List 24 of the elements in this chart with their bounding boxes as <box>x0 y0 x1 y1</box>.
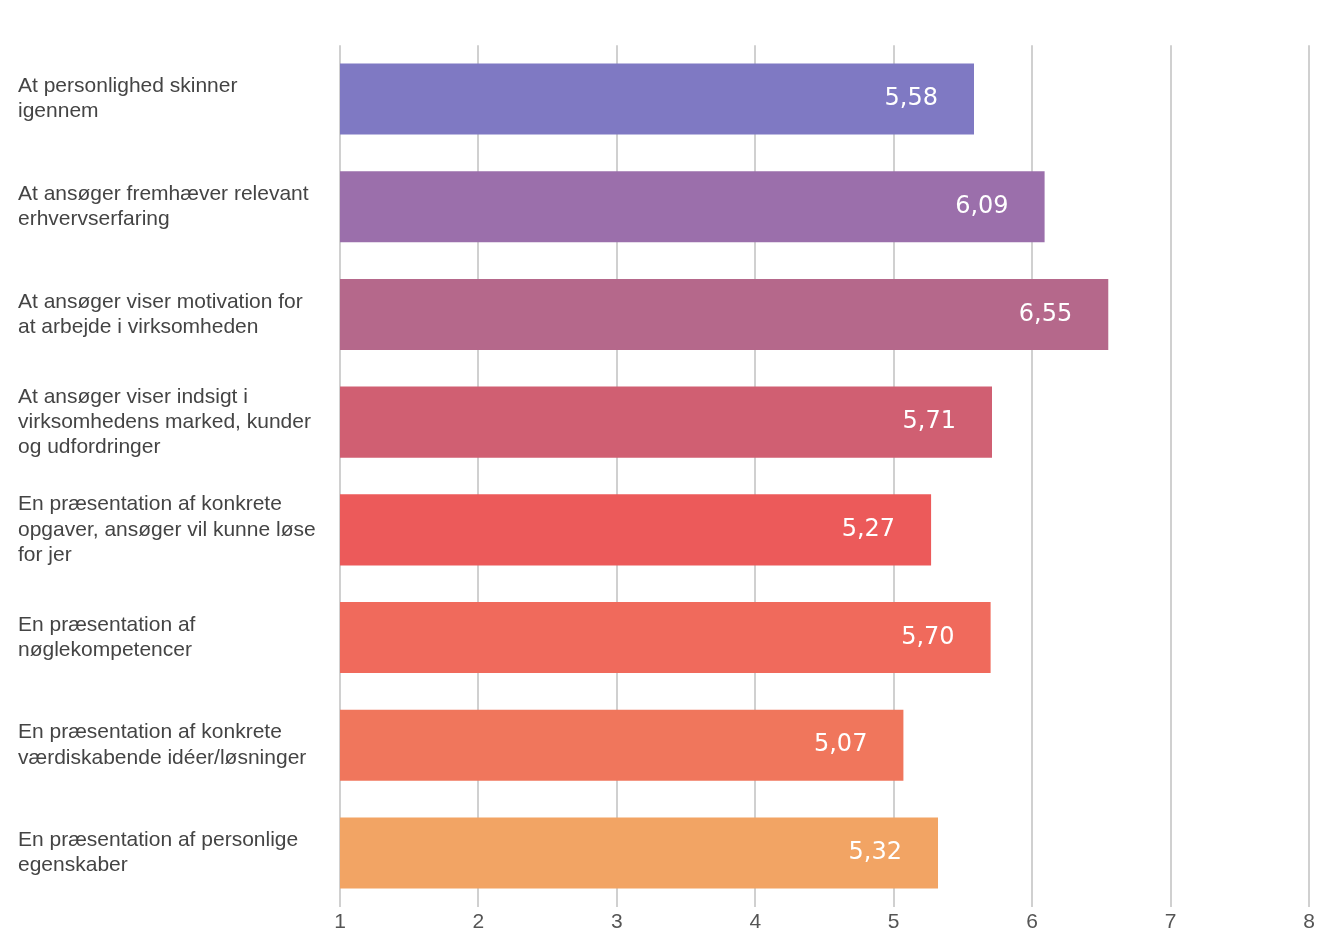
x-tick-label: 3 <box>611 909 623 933</box>
y-tick-label: At ansøger fremhæver relevant erhvervserfaring <box>18 180 309 230</box>
x-tick-label: 5 <box>887 909 900 933</box>
y-tick-label: En præsentation af personlige egenskaber <box>18 827 299 876</box>
data-label: 5,07 <box>813 729 868 758</box>
y-tick-label: At ansøger viser motivation for at arbejde i virksomheden <box>18 288 303 337</box>
x-tick-label: 6 <box>1026 909 1038 933</box>
data-label: 5,58 <box>884 83 938 112</box>
y-tick-label: En præsentation af konkrete opgaver, ansøger vil kunne løse for jer <box>18 491 316 565</box>
data-label: 6,55 <box>1018 298 1073 327</box>
x-tick-label: 4 <box>749 909 762 933</box>
y-tick-label: En præsentation af konkrete værdiskabende idéer/løsninger <box>18 719 307 768</box>
data-label: 5,70 <box>901 621 955 650</box>
data-label: 5,32 <box>848 837 903 866</box>
data-label: 5,27 <box>841 514 896 543</box>
y-tick-label: At ansøger viser indsigt i virksomhedens marked, kunder og udfordringer <box>18 383 311 458</box>
data-label: 6,09 <box>955 190 1009 219</box>
x-tick-label: 7 <box>1164 909 1177 933</box>
x-tick-label: 8 <box>1303 909 1315 933</box>
x-tick-label: 1 <box>334 909 346 933</box>
data-label: 5,71 <box>902 406 956 435</box>
x-tick-label: 2 <box>472 909 485 933</box>
y-tick-label: At personlighed skinner igennem <box>18 73 238 122</box>
y-tick-label: En præsentation af nøglekompetencer <box>18 611 196 660</box>
